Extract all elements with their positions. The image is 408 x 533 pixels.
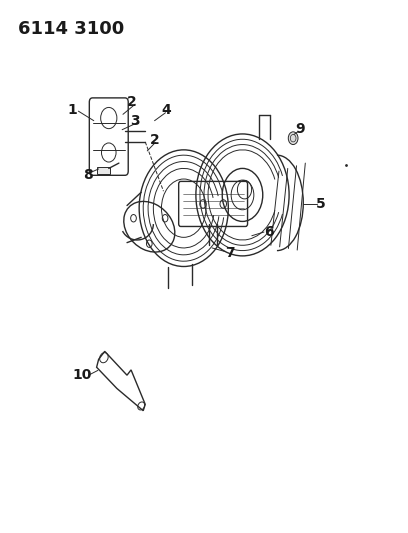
Text: 8: 8	[83, 168, 93, 182]
Text: 4: 4	[162, 103, 172, 117]
Text: 1: 1	[67, 103, 77, 117]
Text: 2: 2	[150, 133, 160, 147]
FancyBboxPatch shape	[97, 167, 110, 174]
Text: 9: 9	[296, 122, 305, 135]
Text: 6114 3100: 6114 3100	[18, 20, 124, 38]
Circle shape	[288, 132, 298, 144]
Text: 7: 7	[226, 246, 235, 260]
Text: 3: 3	[130, 114, 140, 128]
Text: 10: 10	[73, 368, 92, 382]
Text: 6: 6	[264, 225, 274, 239]
Text: 5: 5	[316, 197, 326, 212]
Text: 2: 2	[127, 95, 137, 109]
